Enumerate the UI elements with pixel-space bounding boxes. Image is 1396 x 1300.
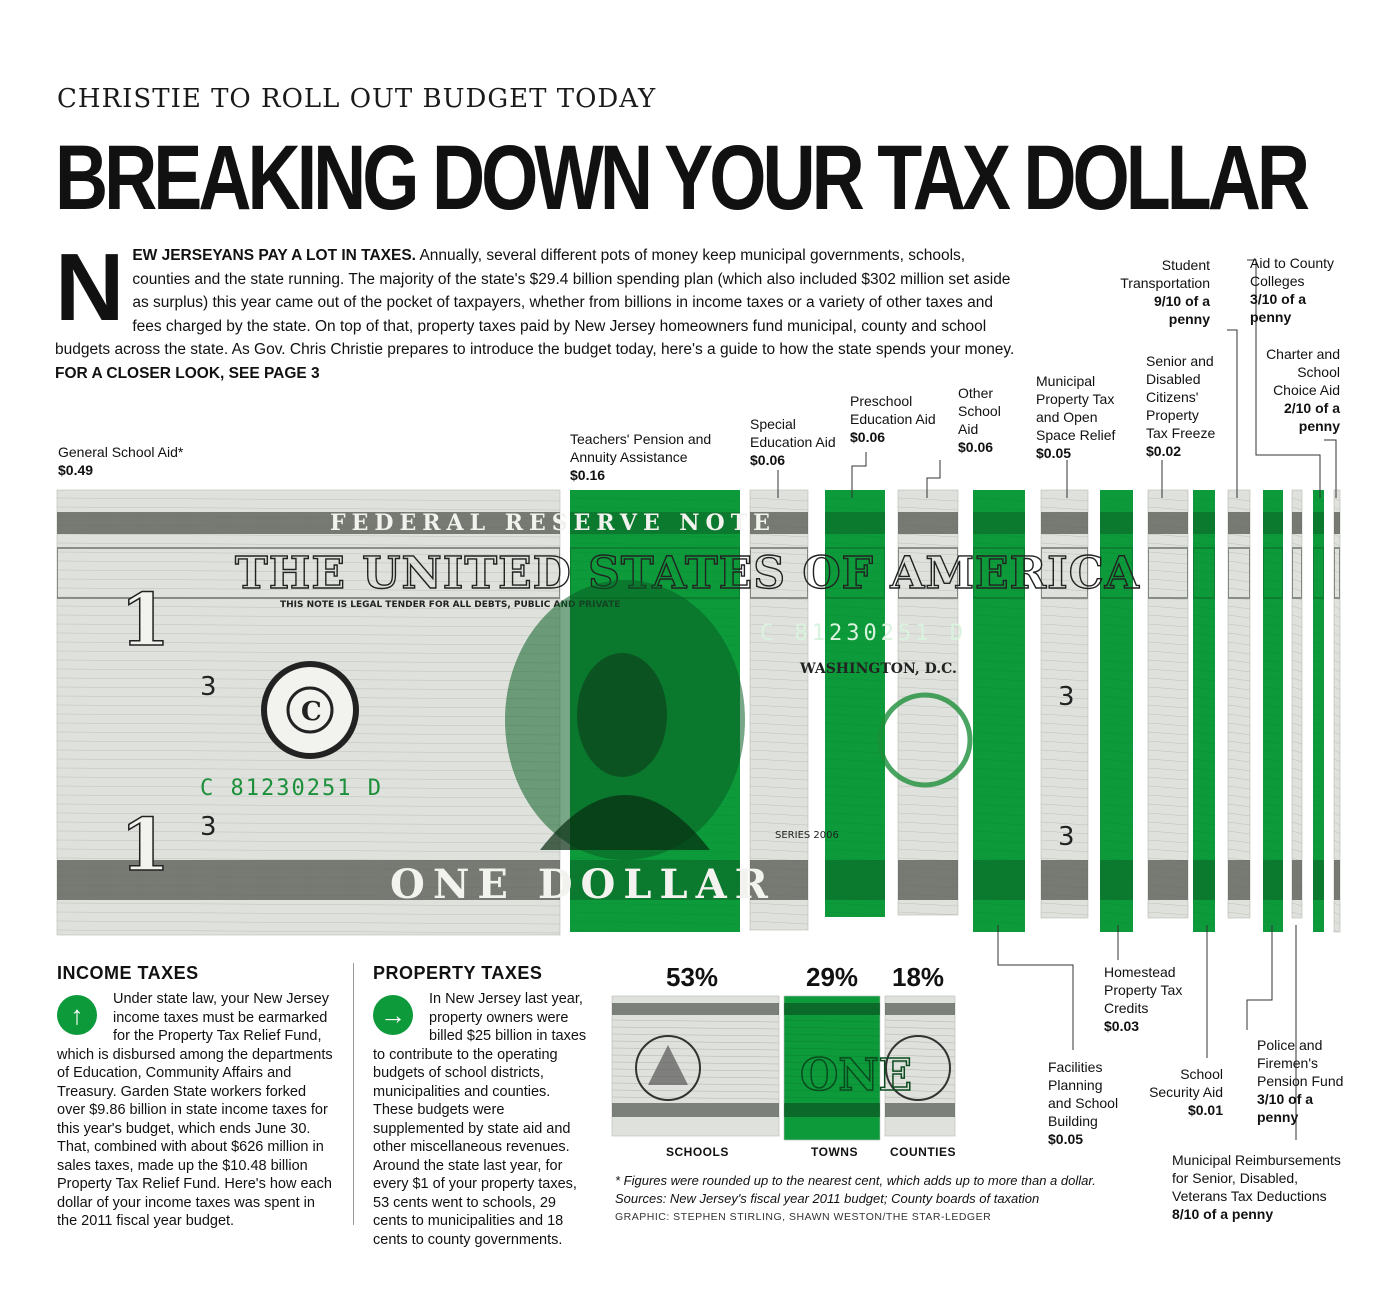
strip-15 [1333, 489, 1341, 933]
eagle-seal [885, 1035, 951, 1101]
bill-bottom-text: ONE DOLLAR [390, 861, 776, 908]
dollar-strips: FEDERAL RESERVE NOTE THE UNITED STATES OF… [56, 489, 1341, 936]
intro-lead: EW JERSEYANS PAY A LOT IN TAXES. [132, 247, 416, 264]
strip-13 [1291, 489, 1303, 919]
income-taxes-heading: INCOME TAXES [57, 963, 199, 983]
legal-tender-text: THIS NOTE IS LEGAL TENDER FOR ALL DEBTS,… [280, 600, 620, 610]
seal-letter: C [301, 697, 322, 727]
strip-bar-13 [1291, 489, 1303, 919]
bill-states-text: THE UNITED STATES OF AMERICA [235, 548, 1140, 599]
strip-bar-10 [1193, 490, 1215, 932]
bill-top-text: FEDERAL RESERVE NOTE [330, 510, 776, 536]
arrow-up-icon: ↑ [57, 995, 97, 1035]
strip-bar-4 [825, 490, 885, 917]
strip-12 [1263, 490, 1283, 932]
income-taxes-text: Under state law, your New Jersey income … [57, 991, 333, 1229]
mini-one-text: ONE [800, 1050, 912, 1101]
property-taxes-text: In New Jersey last year, property owners… [373, 991, 587, 1248]
cap-counties: COUNTIES [890, 1145, 957, 1159]
strip-14 [1313, 490, 1324, 932]
label-county-colleges: Aid to County Colleges 3/10 of a penny [1250, 255, 1335, 325]
pct-counties: 18% [892, 962, 945, 992]
label-special-education: Special Education Aid $0.06 [750, 416, 836, 468]
bill-serial: C 81230251 D [200, 776, 383, 801]
bill-corner-digit-bottom: 1 [120, 802, 170, 887]
label-facilities: Facilities Planning and School Building $… [1048, 1059, 1119, 1147]
strip-bar-7 [1040, 489, 1089, 919]
label-municipal-property-tax: Municipal Property Tax and Open Space Re… [1036, 373, 1116, 461]
pyramid-icon [648, 1045, 688, 1085]
label-police-firemen: Police and Firemen's Pension Fund 3/10 of… [1257, 1037, 1344, 1125]
label-school-security: School Security Aid $0.01 [1149, 1066, 1223, 1118]
strip-6 [973, 490, 1025, 932]
bill-corner-digit: 1 [120, 577, 170, 662]
intro-text: Annually, several different pots of mone… [55, 247, 1015, 358]
see-more-link[interactable]: FOR A CLOSER LOOK, SEE PAGE 3 [55, 364, 320, 382]
bill-city: WASHINGTON, D.C. [799, 661, 957, 677]
property-strip-schools [611, 995, 780, 1137]
strip-4 [825, 490, 885, 917]
intro-paragraph: N EW JERSEYANS PAY A LOT IN TAXES. Annual… [55, 234, 1015, 385]
property-strip-counties [884, 995, 956, 1137]
bill-num-3: 3 [200, 672, 217, 702]
strip-3 [749, 489, 809, 931]
seal-inner [286, 686, 334, 734]
pyramid-seal [635, 1035, 701, 1101]
column-divider [353, 963, 354, 1225]
label-municipal-reimbursements: Municipal Reimbursements for Senior, Dis… [1172, 1152, 1341, 1222]
property-taxes-heading: PROPERTY TAXES [373, 963, 543, 983]
arrow-right-icon: → [373, 995, 413, 1035]
strip-bar-8 [1100, 490, 1133, 932]
pct-schools: 53% [666, 962, 719, 992]
bill-num-3-lower: 3 [200, 812, 217, 842]
footnote: * Figures were rounded up to the nearest… [615, 1173, 1096, 1206]
strip-9 [1147, 489, 1189, 919]
label-teachers-pension: Teachers' Pension and Annuity Assistance… [570, 431, 712, 483]
strip-10 [1193, 490, 1215, 932]
strip-11 [1227, 489, 1251, 919]
treasury-seal [877, 692, 973, 788]
bill-series: SERIES 2006 [775, 830, 839, 841]
strip-bar-15 [1333, 489, 1341, 933]
bill-num-3-right-lower: 3 [1058, 822, 1075, 852]
strip-bar-11 [1227, 489, 1251, 919]
label-other-school-aid: Other School Aid $0.06 [958, 385, 1001, 455]
strip-bar-6 [973, 490, 1025, 932]
label-preschool: Preschool Education Aid $0.06 [850, 393, 936, 445]
cap-towns: TOWNS [811, 1145, 858, 1159]
label-general-school-aid: General School Aid* $0.49 [58, 444, 184, 478]
label-charter-choice: Charter and School Choice Aid 2/10 of a p… [1266, 346, 1340, 434]
strip-bar-3 [749, 489, 809, 931]
pct-towns: 29% [806, 962, 859, 992]
label-student-transportation: Student Transportation 9/10 of a penny [1120, 257, 1210, 327]
graphic-credit: GRAPHIC: STEPHEN STIRLING, SHAWN WESTON/… [615, 1211, 992, 1223]
strip-bar-14 [1313, 490, 1324, 932]
label-senior-freeze: Senior and Disabled Citizens' Property T… [1146, 353, 1216, 459]
strip-7 [1040, 489, 1089, 919]
bill-num-3-right: 3 [1058, 682, 1075, 712]
strip-bar-9 [1147, 489, 1189, 919]
strip-8 [1100, 490, 1133, 932]
label-homestead: Homestead Property Tax Credits $0.03 [1104, 964, 1183, 1034]
portrait-head [577, 653, 667, 777]
portrait-shoulders [540, 795, 710, 850]
bill-serial-right: C 81230251 D [760, 621, 967, 646]
strip-bar-12 [1263, 490, 1283, 932]
bill-engraving: FEDERAL RESERVE NOTE THE UNITED STATES OF… [119, 510, 1140, 908]
strip-1 [56, 489, 561, 936]
drop-cap: N [55, 234, 125, 341]
property-strip-towns [783, 995, 881, 1141]
strip-5 [897, 489, 959, 916]
kicker: CHRISTIE TO ROLL OUT BUDGET TODAY [57, 84, 657, 114]
cap-schools: SCHOOLS [666, 1145, 729, 1159]
property-tax-bill: ONE [611, 995, 956, 1141]
leader-lines [777, 259, 1337, 1140]
